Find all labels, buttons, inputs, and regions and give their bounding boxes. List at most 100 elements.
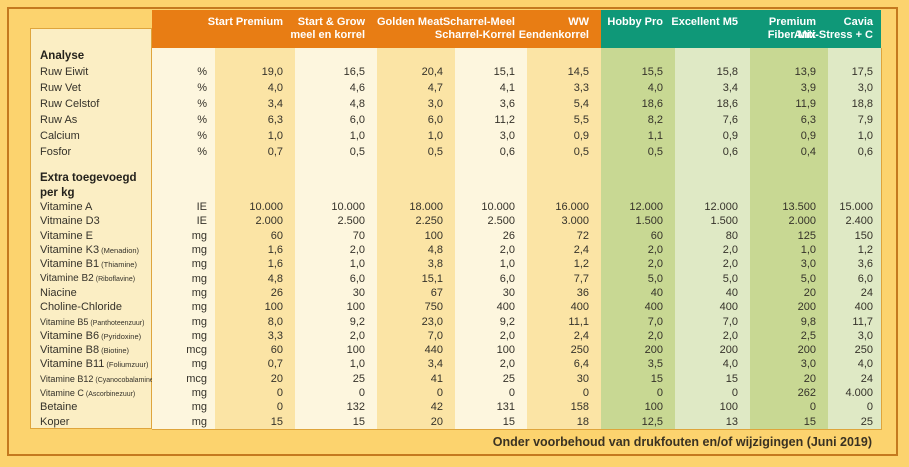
value-cell-start-grow: 30 (352, 286, 365, 299)
value-cell-premium-fiber-mix: 2,5 (800, 329, 816, 342)
table-row: Betaine mg 0 132 42 131 158 100 100 0 0 (30, 400, 881, 414)
value-cell-excellent-m5: 0,6 (722, 146, 738, 158)
value-cell-golden-meat: 3,4 (427, 358, 443, 371)
value-cell-cavia-anti-stress: 1,2 (857, 244, 873, 257)
value-cell-start-grow: 132 (346, 401, 365, 414)
value-cell-cavia-anti-stress: 15.000 (839, 201, 873, 214)
value-cell-excellent-m5: 7,0 (722, 315, 738, 328)
value-cell-start-premium: 100 (264, 301, 283, 314)
value-cell-ww-eendenkorrel: 2,4 (573, 244, 589, 257)
row-unit: % (197, 82, 207, 94)
row-label-sub: (Ascorbinezuur) (85, 391, 136, 398)
value-cell-scharrel: 11,2 (494, 114, 515, 126)
value-cell-start-premium: 60 (270, 229, 283, 242)
value-cell-excellent-m5: 15,8 (716, 66, 738, 78)
header-band-teal (601, 10, 881, 48)
value-cell-hobby-pro: 0 (656, 387, 663, 399)
column-stripe (152, 48, 215, 429)
value-cell-ww-eendenkorrel: 0,5 (573, 146, 589, 158)
value-cell-scharrel: 100 (496, 344, 515, 357)
value-cell-golden-meat: 6,0 (427, 114, 443, 126)
value-cell-start-premium: 60 (270, 344, 283, 357)
value-cell-start-premium: 2.000 (255, 215, 283, 228)
value-cell-golden-meat: 4,8 (427, 244, 443, 257)
value-cell-cavia-anti-stress: 25 (860, 415, 873, 428)
value-cell-premium-fiber-mix: 0,9 (800, 130, 816, 142)
row-label: Vitamine B11 (Foliumzuur) (40, 358, 149, 371)
value-cell-start-grow: 2.500 (337, 215, 365, 228)
value-cell-excellent-m5: 400 (719, 301, 738, 314)
value-cell-ww-eendenkorrel: 36 (576, 286, 589, 299)
column-stripe (215, 48, 295, 429)
value-cell-premium-fiber-mix: 11,9 (795, 98, 816, 110)
value-cell-start-grow: 100 (346, 301, 365, 314)
value-cell-excellent-m5: 0 (731, 387, 738, 399)
value-cell-golden-meat: 440 (424, 344, 443, 357)
row-unit: mg (191, 329, 207, 342)
column-header-excellent-m5: Excellent M5 (671, 16, 738, 28)
table-row: Choline-Chloride mg 100 100 750 400 400 400 400 2… (30, 300, 881, 314)
value-cell-excellent-m5: 7,6 (722, 114, 738, 126)
row-label: Vitamine E (40, 229, 93, 242)
value-cell-start-premium: 0 (276, 387, 283, 399)
value-cell-start-premium: 19,0 (261, 66, 283, 78)
value-cell-golden-meat: 100 (424, 229, 443, 242)
table-row: Vitamine K3 (Menadion) mg 1,6 2,0 4,8 2,0 2,4 2,… (30, 243, 881, 257)
row-unit: % (197, 146, 207, 158)
value-cell-hobby-pro: 3,5 (647, 358, 663, 371)
value-cell-premium-fiber-mix: 9,8 (800, 315, 816, 328)
value-cell-start-grow: 70 (352, 229, 365, 242)
table-row: Koper mg 15 15 20 15 18 12,5 13 15 25 (30, 414, 881, 428)
column-header-premium-fiber-mix: Premium Fiber Mix (767, 16, 816, 41)
table-row: Vitamine B1 (Thiamine) mg 1,6 1,0 3,8 1,0 1,2 2,… (30, 257, 881, 271)
value-cell-hobby-pro: 4,0 (647, 82, 663, 94)
column-header-scharrel: Scharrel-Meel Scharrel-Korrel (434, 16, 515, 41)
column-header-cavia-anti-stress: Cavia Anti-Stress + C (793, 16, 873, 41)
row-label: Betaine (40, 401, 78, 414)
table-row: Analyse (30, 48, 881, 64)
value-cell-cavia-anti-stress: 11,7 (852, 315, 873, 328)
value-cell-excellent-m5: 13 (725, 415, 738, 428)
row-unit: mg (191, 272, 207, 285)
value-cell-hobby-pro: 8,2 (647, 114, 663, 126)
row-label: Koper (40, 415, 70, 428)
value-cell-start-grow: 4,8 (349, 98, 365, 110)
value-cell-ww-eendenkorrel: 2,4 (573, 329, 589, 342)
value-cell-golden-meat: 41 (430, 372, 443, 385)
row-label: Calcium (40, 130, 80, 142)
value-cell-golden-meat: 3,0 (427, 98, 443, 110)
row-label-sub: (Pyridoxine) (101, 331, 142, 341)
row-label: Choline-Chloride (40, 301, 122, 314)
value-cell-ww-eendenkorrel: 158 (570, 401, 589, 414)
value-cell-ww-eendenkorrel: 11,1 (568, 315, 589, 328)
row-label: Vitamine B2 (Riboflavine) (40, 273, 136, 285)
value-cell-start-premium: 3,4 (267, 98, 283, 110)
value-cell-hobby-pro: 0,5 (647, 146, 663, 158)
value-cell-excellent-m5: 2,0 (722, 244, 738, 257)
column-header-start-premium: Start Premium (207, 16, 283, 28)
value-cell-hobby-pro: 12.000 (629, 201, 663, 214)
column-stripe (828, 48, 881, 429)
value-cell-start-premium: 1,0 (267, 130, 283, 142)
value-cell-excellent-m5: 2,0 (722, 258, 738, 271)
footer-note: Onder voorbehoud van drukfouten en/of wi… (492, 435, 872, 449)
value-cell-ww-eendenkorrel: 3,3 (573, 82, 589, 94)
value-cell-ww-eendenkorrel: 5,4 (573, 98, 589, 110)
value-cell-excellent-m5: 200 (719, 344, 738, 357)
table-row: Vitamine B8 (Biotine) mcg 60 100 440 100 250 200… (30, 343, 881, 357)
row-unit: mg (191, 229, 207, 242)
value-cell-scharrel: 2,0 (499, 358, 515, 371)
value-cell-cavia-anti-stress: 3,6 (857, 258, 873, 271)
row-label: Ruw As (40, 114, 78, 126)
value-cell-hobby-pro: 400 (644, 301, 663, 314)
row-label: Ruw Celstof (40, 98, 100, 110)
value-cell-excellent-m5: 0,9 (722, 130, 738, 142)
value-cell-hobby-pro: 2,0 (647, 258, 663, 271)
value-cell-golden-meat: 0,5 (427, 146, 443, 158)
table-row: Niacine mg 26 30 67 30 36 40 40 20 24 (30, 286, 881, 300)
value-cell-premium-fiber-mix: 3,9 (800, 82, 816, 94)
value-cell-scharrel: 3,6 (499, 98, 515, 110)
value-cell-excellent-m5: 15 (725, 372, 738, 385)
row-unit: mg (191, 244, 207, 257)
row-label: Vitamine B5 (Panthoteenzuur) (40, 316, 145, 327)
